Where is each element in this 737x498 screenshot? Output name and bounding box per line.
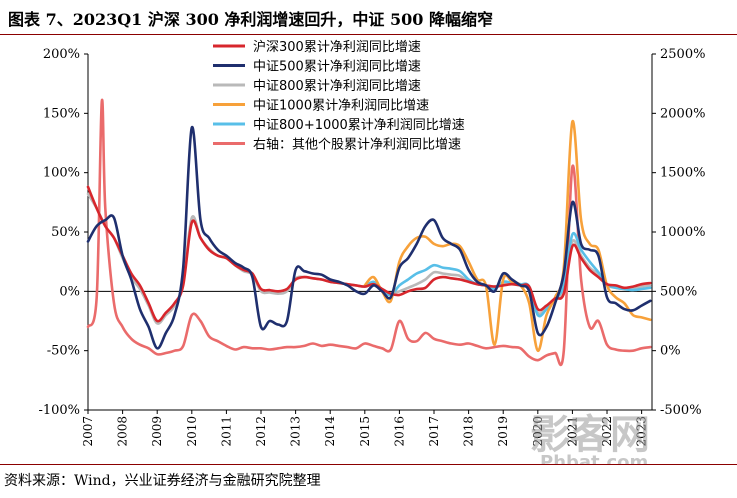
left-tick-label: -100%: [38, 403, 80, 418]
x-tick-label: 2013: [289, 416, 303, 447]
right-tick-label: 0%: [660, 344, 681, 359]
x-tick-label: 2020: [531, 416, 545, 447]
x-tick-label: 2022: [600, 416, 614, 447]
right-tick-label: 2500%: [660, 47, 705, 62]
series-line-others: [86, 98, 652, 367]
right-tick-label: 2000%: [660, 106, 705, 121]
legend-label-others: 右轴：其他个股累计净利润同比增速: [253, 138, 461, 153]
chart-legend: 沪深300累计净利润同比增速中证500累计净利润同比增速中证800累计净利润同比…: [213, 39, 465, 153]
bottom-rule: [0, 464, 737, 465]
left-tick-label: -50%: [47, 344, 80, 359]
x-tick-label: 2015: [358, 416, 372, 447]
watermark-main: 影客网: [530, 412, 650, 458]
left-tick-label: 0%: [59, 284, 80, 299]
right-tick-label: 1500%: [660, 166, 705, 181]
x-tick-label: 2018: [462, 416, 476, 447]
x-tick-label: 2011: [219, 416, 233, 447]
line-chart: 200% 150% 100% 50% 0% -50% -100% 2500% 2000% 1500…: [38, 39, 705, 464]
x-tick-label: 2008: [116, 416, 130, 447]
x-tick-label: 2009: [150, 416, 164, 447]
series-layer: [86, 98, 652, 367]
x-tick-label: 2010: [185, 416, 199, 447]
legend-label-zz800: 中证800累计净利润同比增速: [253, 79, 421, 94]
legend-label-zz800_1000: 中证800+1000累计净利润同比增速: [253, 118, 465, 133]
left-tick-label: 200%: [43, 47, 80, 62]
left-tick-label: 100%: [43, 166, 80, 181]
legend-label-zz500: 中证500累计净利润同比增速: [253, 60, 421, 75]
series-line-zz1000: [363, 120, 652, 353]
source-note: 资料来源：Wind，兴业证券经济与金融研究院整理: [4, 473, 321, 489]
x-tick-label: 2019: [496, 416, 510, 447]
x-tick-label: 2021: [565, 416, 579, 447]
watermark-sub: Phbat.com: [540, 452, 648, 464]
x-tick-label: 2012: [254, 416, 268, 447]
x-tick-label: 2023: [635, 416, 649, 447]
left-tick-label: 50%: [51, 225, 80, 240]
x-tick-label: 2007: [81, 416, 95, 447]
right-tick-label: -500%: [660, 403, 702, 418]
x-tick-label: 2016: [392, 416, 406, 447]
series-line-zz500: [86, 126, 652, 350]
right-tick-label: 1000%: [660, 225, 705, 240]
left-tick-label: 150%: [43, 106, 80, 121]
x-tick-label: 2014: [323, 416, 337, 447]
x-tick-label: 2017: [427, 416, 441, 447]
legend-label-hs300: 沪深300累计净利润同比增速: [253, 39, 421, 55]
legend-label-zz1000: 中证1000累计净利润同比增速: [253, 99, 429, 114]
axes-layer: 200% 150% 100% 50% 0% -50% -100% 2500% 2000% 1500…: [38, 47, 705, 447]
top-rule: [0, 34, 737, 35]
chart-title: 图表 7、2023Q1 沪深 300 净利润增速回升，中证 500 降幅缩窄: [8, 10, 493, 29]
right-tick-label: 500%: [660, 284, 697, 299]
